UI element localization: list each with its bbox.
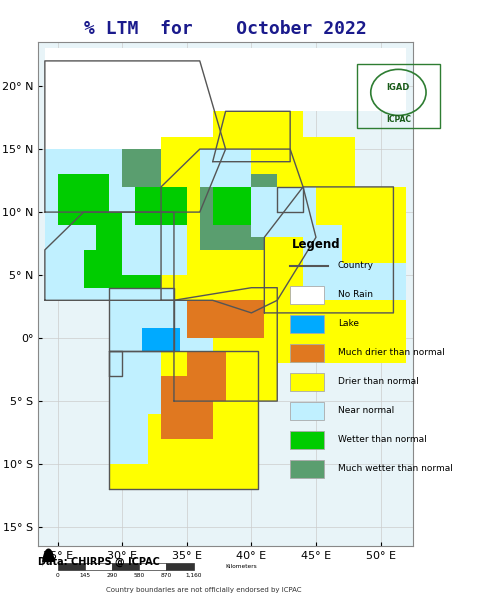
FancyBboxPatch shape [290, 402, 324, 420]
Bar [303, 224, 407, 300]
Bar [45, 149, 135, 300]
Bar [174, 288, 277, 401]
Title: % LTM  for    October 2022: % LTM for October 2022 [84, 20, 367, 38]
Text: 580: 580 [133, 573, 145, 578]
FancyBboxPatch shape [290, 373, 324, 391]
Bar [226, 300, 264, 338]
FancyBboxPatch shape [290, 286, 324, 304]
FancyBboxPatch shape [290, 431, 324, 449]
Bar [161, 136, 355, 300]
Text: Much drier than normal: Much drier than normal [337, 348, 444, 357]
Text: Country: Country [337, 262, 373, 270]
Bar [200, 174, 277, 250]
Bar [112, 563, 139, 570]
Bar [58, 563, 85, 570]
Text: Data: CHIRPS @ ICPAC: Data: CHIRPS @ ICPAC [38, 557, 160, 568]
Text: 1,160: 1,160 [185, 573, 202, 578]
Text: ICPAC: ICPAC [386, 115, 411, 124]
Bar [200, 149, 252, 187]
Bar [213, 112, 303, 174]
Bar [58, 175, 109, 225]
Bar [139, 563, 167, 570]
Bar [167, 563, 193, 570]
Bar [84, 212, 174, 288]
Text: Country boundaries are not officially endorsed by ICPAC: Country boundaries are not officially en… [106, 587, 301, 593]
Bar [161, 376, 213, 439]
Bar [187, 300, 226, 338]
Bar [342, 199, 407, 263]
Text: 290: 290 [107, 573, 118, 578]
Bar [122, 212, 187, 275]
Bar [226, 48, 407, 112]
Bar [264, 187, 407, 363]
Bar [109, 350, 258, 490]
Text: IGAD: IGAD [387, 83, 410, 92]
Bar [122, 149, 161, 187]
Bar [109, 287, 174, 350]
Bar [109, 414, 148, 464]
FancyBboxPatch shape [290, 315, 324, 334]
Text: Wetter than normal: Wetter than normal [337, 435, 426, 444]
Bar [187, 350, 226, 401]
Text: Lake: Lake [337, 319, 359, 328]
Bar [252, 187, 316, 237]
Bar [85, 563, 112, 570]
Bar [213, 187, 252, 225]
Text: Near normal: Near normal [337, 406, 394, 415]
Bar [135, 187, 187, 225]
Text: Kilometers: Kilometers [225, 564, 257, 569]
Text: 870: 870 [161, 573, 172, 578]
Bar [174, 300, 213, 350]
Bar [142, 328, 180, 357]
Bar [45, 48, 226, 149]
Text: 145: 145 [79, 573, 90, 578]
Bar [58, 187, 96, 225]
Text: Drier than normal: Drier than normal [337, 377, 419, 386]
Bar [45, 175, 84, 225]
Text: 0: 0 [56, 573, 60, 578]
Bar [109, 350, 161, 414]
Bar [45, 174, 96, 250]
Text: Much wetter than normal: Much wetter than normal [337, 464, 453, 473]
FancyBboxPatch shape [290, 344, 324, 362]
Text: Legend: Legend [292, 238, 341, 251]
FancyBboxPatch shape [290, 460, 324, 478]
Text: No Rain: No Rain [337, 290, 372, 299]
